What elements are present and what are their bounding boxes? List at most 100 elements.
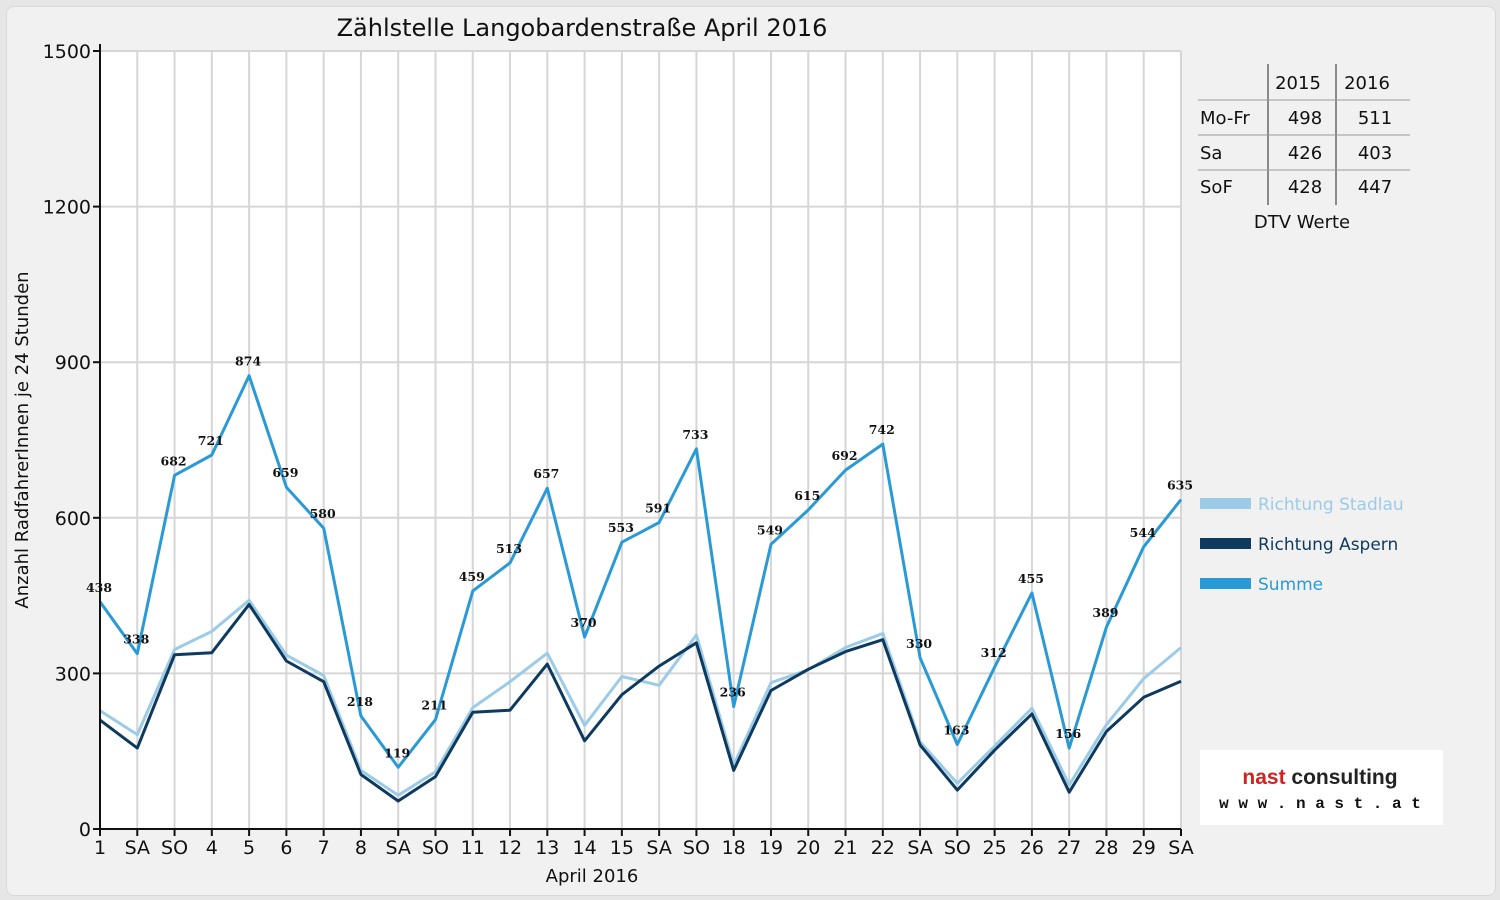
- logo-text: nast consulting: [1242, 766, 1397, 789]
- x-tick-label: 4: [206, 837, 218, 859]
- x-tick-label: 29: [1132, 837, 1156, 859]
- dtv-cell: 426: [1288, 143, 1322, 164]
- x-tick-label: 8: [355, 837, 367, 859]
- data-label: 733: [682, 427, 708, 442]
- gridlines: [100, 50, 1182, 829]
- data-labels: 438 338 682 721 874 659 580 218 119 211 459 513 657 3…: [86, 354, 1193, 761]
- x-tick-label: 18: [722, 837, 746, 859]
- dtv-row-label: Sa: [1200, 143, 1222, 164]
- data-label: 389: [1092, 605, 1118, 620]
- data-label: 659: [272, 465, 298, 480]
- dtv-table: 2015 2016 Mo-Fr 498 511 Sa 426 403 SoF 4…: [1198, 64, 1410, 233]
- x-tick-label: 11: [461, 837, 485, 859]
- data-label: 874: [235, 354, 261, 369]
- y-tick-label: 0: [79, 819, 91, 841]
- data-label: 459: [459, 569, 485, 584]
- data-label: 163: [943, 722, 969, 737]
- x-tick-label: SA: [907, 837, 932, 859]
- logo-box: [1200, 750, 1443, 825]
- legend-swatch: [1200, 538, 1251, 549]
- dtv-cell: 498: [1288, 108, 1322, 129]
- y-axis-label: Anzahl RadfahrerInnen je 24 Stunden: [12, 271, 33, 608]
- data-label: 330: [906, 636, 932, 651]
- data-label: 218: [347, 694, 373, 709]
- dtv-cell: 428: [1288, 177, 1322, 198]
- data-label: 580: [310, 506, 336, 521]
- data-label: 657: [533, 466, 559, 481]
- legend-swatch: [1200, 498, 1251, 509]
- chart-title: Zählstelle Langobardenstraße April 2016: [337, 14, 828, 42]
- x-tick-label: SA: [1168, 837, 1193, 859]
- legend-label: Richtung Stadlau: [1258, 495, 1404, 515]
- x-tick-label: SA: [646, 837, 671, 859]
- x-tick-label: 5: [243, 837, 255, 859]
- legend-label: Summe: [1258, 575, 1323, 595]
- data-label: 455: [1018, 571, 1044, 586]
- x-tick-label: 21: [833, 837, 857, 859]
- data-label: 635: [1167, 478, 1193, 493]
- data-label: 338: [123, 632, 149, 647]
- legend-label: Richtung Aspern: [1258, 535, 1398, 555]
- x-tick-label: 25: [983, 837, 1007, 859]
- dtv-header-2016: 2016: [1344, 73, 1390, 94]
- dtv-row-label: SoF: [1200, 177, 1233, 198]
- data-label: 312: [981, 645, 1007, 660]
- y-tick-labels: 0 300 600 900 1200 1500: [43, 41, 100, 841]
- data-label: 742: [869, 422, 895, 437]
- dtv-header-2015: 2015: [1275, 73, 1321, 94]
- logo-url: w w w . n a s t . a t: [1219, 795, 1421, 813]
- x-tick-label: 7: [318, 837, 330, 859]
- x-tick-label: SA: [125, 837, 150, 859]
- data-label: 553: [608, 520, 634, 535]
- data-label: 544: [1130, 525, 1156, 540]
- dtv-cell: 511: [1358, 108, 1392, 129]
- x-tick-label: 1: [94, 837, 106, 859]
- series-line-richtung-aspern: [99, 602, 1182, 803]
- y-tick-label: 1500: [43, 41, 91, 63]
- dtv-caption: DTV Werte: [1254, 212, 1350, 233]
- x-tick-label: 19: [759, 837, 783, 859]
- y-tick-label: 300: [55, 663, 91, 685]
- data-label: 549: [757, 522, 783, 537]
- series-layer: [98, 374, 1183, 803]
- y-tick-label: 1200: [43, 197, 91, 219]
- series-line-summe: [98, 374, 1183, 769]
- data-label: 692: [831, 448, 857, 463]
- x-tick-label: 14: [572, 837, 596, 859]
- x-tick-label: 27: [1057, 837, 1081, 859]
- x-tick-label: SO: [422, 837, 449, 859]
- legend: Richtung Stadlau Richtung Aspern Summe: [1200, 495, 1404, 595]
- x-tick-labels: 1 SA SO 4 5 6 7 8 SA SO 11 12 13 14 15 SA SO 18 19 20 21 22 SA…: [94, 829, 1194, 859]
- x-tick-label: 15: [610, 837, 634, 859]
- dtv-row-label: Mo-Fr: [1200, 108, 1250, 129]
- data-label: 721: [198, 433, 224, 448]
- legend-swatch: [1200, 578, 1251, 589]
- axes: [99, 44, 1181, 830]
- x-tick-label: SO: [161, 837, 188, 859]
- dtv-cell: 403: [1358, 143, 1392, 164]
- logo: nast consulting w w w . n a s t . a t: [1200, 750, 1443, 825]
- x-tick-label: 13: [535, 837, 559, 859]
- data-label: 682: [161, 453, 187, 468]
- data-label: 236: [720, 685, 746, 700]
- x-tick-label: 20: [796, 837, 820, 859]
- y-tick-label: 900: [55, 352, 91, 374]
- y-tick-label: 600: [55, 508, 91, 530]
- x-tick-label: 12: [498, 837, 522, 859]
- x-tick-label: 6: [280, 837, 292, 859]
- x-axis-label: April 2016: [546, 866, 639, 887]
- plot-area: [100, 51, 1181, 829]
- data-label: 438: [86, 580, 112, 595]
- x-tick-label: 26: [1020, 837, 1044, 859]
- x-tick-label: SO: [944, 837, 971, 859]
- data-label: 615: [794, 488, 820, 503]
- dtv-cell: 447: [1358, 177, 1392, 198]
- x-tick-label: 22: [871, 837, 895, 859]
- data-label: 119: [384, 745, 410, 760]
- data-label: 211: [421, 698, 447, 713]
- data-label: 591: [645, 500, 671, 515]
- x-tick-label: SO: [683, 837, 710, 859]
- data-label: 513: [496, 541, 522, 556]
- x-tick-label: 28: [1094, 837, 1118, 859]
